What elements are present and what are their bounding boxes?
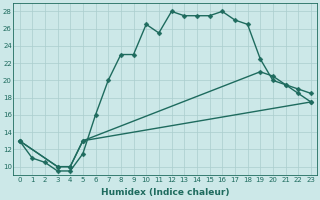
X-axis label: Humidex (Indice chaleur): Humidex (Indice chaleur) [101,188,229,197]
